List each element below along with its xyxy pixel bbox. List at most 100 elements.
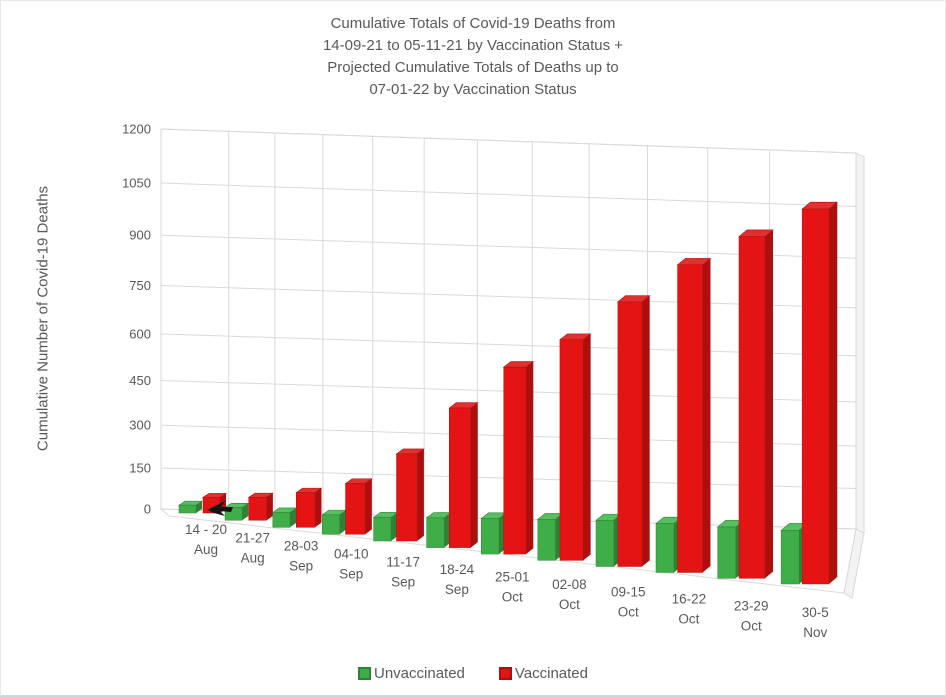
x-category-label: 14 - 20 — [185, 522, 227, 537]
bar-unvaccinated-8-front — [595, 520, 615, 567]
x-category-label: 25-01 — [495, 570, 530, 585]
bar-vaccinated-1-front — [248, 497, 267, 521]
y-tick-label: 1050 — [122, 176, 151, 191]
bar-vaccinated-5-side — [470, 402, 478, 548]
bar-vaccinated-11-side — [829, 202, 838, 584]
bar-vaccinated-7[interactable] — [559, 333, 592, 561]
bar-unvaccinated-2-front — [272, 512, 291, 528]
x-category-label: Oct — [678, 611, 699, 626]
bar-unvaccinated-7[interactable] — [536, 513, 564, 561]
bar-unvaccinated-9-front — [655, 523, 675, 573]
side-wall — [855, 152, 865, 534]
bar-unvaccinated-0-side — [196, 501, 202, 513]
floor-side-panel — [843, 528, 865, 599]
chart-title-line: 14-09-21 to 05-11-21 by Vaccination Stat… — [322, 37, 624, 54]
x-category-label: Nov — [803, 625, 827, 640]
bar-vaccinated-9-side — [702, 258, 711, 573]
x-category-label: Oct — [559, 597, 580, 612]
bar-vaccinated-10[interactable] — [738, 229, 774, 579]
bar-unvaccinated-5-front — [426, 517, 445, 548]
bar-unvaccinated-0-front — [178, 504, 197, 514]
bar-vaccinated-6[interactable] — [502, 361, 535, 555]
bar-unvaccinated-0[interactable] — [178, 500, 203, 514]
x-category-label: Aug — [194, 542, 218, 557]
legend-label-vaccinated: Vaccinated — [514, 665, 588, 682]
chart-title-line: Projected Cumulative Totals of Deaths up… — [327, 59, 619, 76]
x-category-label: Oct — [502, 590, 523, 605]
bar-unvaccinated-3[interactable] — [321, 509, 348, 535]
x-category-label: 09-15 — [611, 584, 646, 599]
bar-unvaccinated-4-side — [391, 512, 398, 541]
bar-vaccinated-4-side — [417, 448, 424, 541]
y-tick-label: 600 — [129, 326, 151, 341]
y-axis: 0 150 300 450 600 750 900 1050 1200 — [122, 121, 151, 516]
bar-unvaccinated-3-side — [339, 510, 347, 535]
bar-unvaccinated-4[interactable] — [372, 512, 399, 542]
y-tick-label: 300 — [129, 418, 151, 433]
chart-title-line: Cumulative Totals of Covid-19 Deaths fro… — [330, 15, 616, 32]
x-category-label: 23-29 — [734, 598, 769, 613]
bar-vaccinated-1[interactable] — [247, 492, 274, 521]
bar-unvaccinated-7-front — [537, 519, 556, 561]
legend-item-unvaccinated[interactable]: Unvaccinated — [358, 665, 465, 682]
back-wall — [160, 128, 857, 530]
bar-vaccinated-1-side — [266, 493, 273, 521]
x-category-label: 11-17 — [386, 554, 420, 569]
bar-unvaccinated-2-side — [290, 507, 297, 528]
x-category-label: 21-27 — [235, 530, 270, 545]
x-category-label: Sep — [391, 574, 415, 589]
x-category-label: 02-08 — [552, 577, 587, 592]
bar-unvaccinated-3-front — [322, 514, 340, 535]
legend-swatch-unvaccinated-icon — [358, 667, 371, 680]
bar-vaccinated-3-side — [365, 478, 372, 535]
x-category-label: Sep — [445, 582, 469, 597]
x-category-label: 04-10 — [334, 547, 369, 562]
bar-vaccinated-8-side — [642, 295, 650, 567]
bar-vaccinated-6-front — [503, 366, 527, 555]
bar-vaccinated-9[interactable] — [676, 258, 712, 573]
bar-vaccinated-9-front — [677, 264, 703, 573]
x-category-label: 30-5 — [802, 605, 829, 620]
bar-vaccinated-6-side — [526, 361, 534, 555]
y-tick-label: 750 — [129, 278, 151, 293]
bar-unvaccinated-6[interactable] — [480, 512, 508, 555]
bar-vaccinated-3-front — [345, 483, 366, 535]
chart-title-line: 07-01-22 by Vaccination Status — [369, 81, 577, 98]
y-tick-label: 450 — [129, 373, 151, 388]
y-tick-label: 900 — [129, 228, 151, 243]
y-tick-label: 1200 — [122, 121, 151, 136]
x-axis: 14 - 20 Aug 21-27 Aug 28-03 Sep 04-10 Sep 11-17 S… — [185, 522, 829, 640]
bar-vaccinated-8-front — [617, 301, 643, 567]
bar-vaccinated-2-front — [296, 492, 316, 528]
legend-item-vaccinated[interactable]: Vaccinated — [498, 665, 588, 682]
bar-unvaccinated-4-front — [373, 517, 392, 542]
legend: Unvaccinated Vaccinated — [1, 665, 945, 682]
bar-unvaccinated-1-side — [242, 503, 249, 521]
bar-vaccinated-7-side — [583, 333, 591, 561]
bar-unvaccinated-10[interactable] — [716, 519, 745, 579]
bar-vaccinated-7-front — [559, 339, 584, 561]
bar-unvaccinated-2[interactable] — [271, 507, 298, 528]
x-category-label: 28-03 — [284, 539, 319, 554]
bar-vaccinated-3[interactable] — [344, 478, 373, 535]
bar-vaccinated-11[interactable] — [801, 201, 839, 585]
x-category-label: 18-24 — [440, 562, 475, 577]
y-tick-label: 150 — [129, 461, 151, 476]
x-category-label: Sep — [289, 559, 313, 574]
bar-vaccinated-10-side — [765, 229, 773, 579]
bar-unvaccinated-5[interactable] — [425, 512, 452, 548]
bar-unvaccinated-11-front — [780, 530, 800, 585]
bar-vaccinated-8[interactable] — [617, 295, 651, 567]
x-category-label: 16-22 — [672, 591, 707, 606]
x-category-label: Oct — [618, 604, 639, 619]
x-category-label: Aug — [241, 550, 265, 565]
bar-vaccinated-4[interactable] — [395, 448, 425, 542]
bar-vaccinated-4-front — [396, 453, 418, 542]
bar-unvaccinated-6-front — [481, 518, 500, 555]
bar-vaccinated-5[interactable] — [448, 402, 479, 548]
bar-vaccinated-2[interactable] — [295, 487, 323, 528]
x-category-label: Sep — [339, 567, 363, 582]
y-tick-label: 0 — [144, 502, 151, 517]
